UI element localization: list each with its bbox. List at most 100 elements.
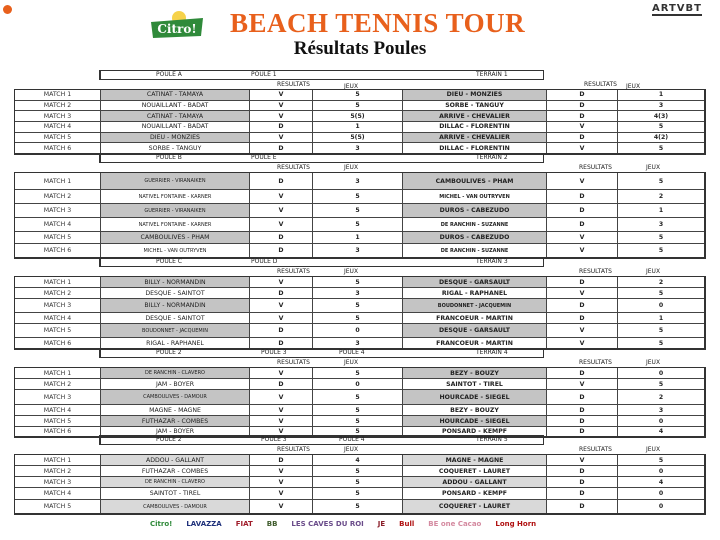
table-row: MATCH 2 NOUAILLANT - BADAT V 5 SORBE - TANGU…	[15, 100, 704, 112]
result-right: D	[547, 299, 618, 312]
pool-label: POULE C	[156, 258, 182, 265]
result-right: V	[547, 232, 618, 243]
games-left: 5	[313, 416, 403, 426]
team-right: DESQUE - GARSAULT	[403, 277, 547, 287]
pool-label: TERRAIN 3	[476, 258, 508, 265]
result-left: D	[250, 122, 313, 132]
result-right: D	[547, 100, 618, 111]
team-right: MICHEL - VAN OUTRYVEN	[403, 190, 547, 203]
result-right: D	[547, 204, 618, 217]
match-label: MATCH 3	[15, 111, 101, 122]
games-right: 0	[658, 490, 664, 497]
result-right: D	[547, 427, 618, 436]
result-right: D	[547, 500, 618, 513]
games-left: 5	[313, 90, 403, 100]
column-headers: RESULTATS JEUX RESULTATS JEUX	[14, 267, 705, 276]
result-right: V	[547, 288, 618, 298]
sponsor-bar: Citro! LAVAZZA FIAT BB LES CAVES DU ROI JE Bul…	[150, 511, 536, 537]
games-left: 5	[313, 368, 403, 378]
table-row: MATCH 5 DIEU - MONZIES V 5(5) ARRIVE - CHEVA…	[15, 132, 704, 144]
table-row: MATCH 6 JAM - BOYER V 5 PONSARD - KEMPF D 4	[15, 427, 704, 436]
result-right: D	[547, 90, 618, 100]
team-right: SAINTOT - TIREL	[403, 379, 547, 389]
team-left: RIGAL - RAPHANEL	[101, 338, 250, 348]
team-left: JAM - BOYER	[101, 427, 250, 436]
games-left: 3	[313, 143, 403, 154]
sponsor-logo: BE one Cacao	[428, 520, 482, 528]
result-right: D	[547, 132, 618, 143]
column-header: JEUX	[646, 164, 661, 171]
team-left: CAMBOULIVES - DAMOUR	[101, 390, 250, 404]
table-row: MATCH 3 BILLY - NORMANDIN V 5 BOUDONNET - JA…	[15, 299, 704, 313]
games-left: 5	[313, 488, 403, 499]
team-left: MAGNE - MAGNE	[101, 405, 250, 415]
column-header: RESULTATS	[579, 359, 612, 366]
match-label: MATCH 2	[15, 100, 101, 111]
games-left: 5	[313, 204, 403, 217]
games-left: 5	[313, 299, 403, 312]
result-right: D	[547, 466, 618, 476]
pool-label: POULE D	[251, 258, 278, 265]
result-left: D	[250, 338, 313, 348]
table-row: MATCH 2 NATIVEL FONTAINE - KARNER V 5 MICHEL…	[15, 190, 704, 204]
pool-label: POULE 4	[339, 436, 365, 443]
games-left: 3	[313, 338, 403, 348]
artvbt-logo: ARTVBT	[652, 3, 702, 16]
table-row: MATCH 4 MAGNE - MAGNE V 5 BEZY - BOUZY D 3	[15, 405, 704, 416]
games-left: 5	[313, 190, 403, 203]
table-row: MATCH 2 DESQUE - SAINTOT D 3 RIGAL - RAPHANE…	[15, 288, 704, 299]
team-left: DESQUE - SAINTOT	[101, 288, 250, 298]
team-left: BOUDONNET - JACQUEMIN	[101, 324, 250, 337]
team-right: PONSARD - KEMPF	[403, 427, 547, 436]
pool-label: POULE 3	[261, 436, 287, 443]
team-right: SORBE - TANGUY	[403, 100, 547, 111]
games-left: 0	[313, 324, 403, 337]
match-label: MATCH 5	[15, 132, 101, 143]
sponsor-logo: BB	[266, 520, 278, 528]
match-label: MATCH 2	[15, 288, 101, 298]
pool-label: POULE B	[156, 154, 182, 161]
result-left: V	[250, 313, 313, 323]
team-left: NOUAILLANT - BADAT	[101, 100, 250, 111]
match-label: MATCH 4	[15, 218, 101, 231]
result-right: D	[547, 190, 618, 203]
pool-label: POULE E	[251, 154, 277, 161]
result-right: D	[547, 390, 618, 404]
column-headers: RESULTATS JEUX RESULTATS JEUX	[14, 80, 705, 90]
result-right: V	[547, 143, 618, 154]
team-left: NOUAILLANT - BADAT	[101, 122, 250, 132]
results-table: MATCH 1 ADDOU - GALLANT D 4 MAGNE - MAGNE V 5 M…	[14, 454, 706, 515]
games-right: 2	[658, 278, 664, 286]
games-right: 5	[658, 456, 664, 464]
column-header: JEUX	[626, 83, 641, 90]
games-right: 0	[658, 417, 664, 425]
result-left: V	[250, 100, 313, 111]
result-left: V	[250, 90, 313, 100]
sponsor-logo: Long Horn	[495, 520, 537, 528]
games-right: 3	[658, 221, 664, 228]
games-right: 5	[658, 339, 664, 347]
result-left: V	[250, 368, 313, 378]
table-row: MATCH 1 GUERRIER - VIRANAIKEN D 3 CAMBOULIVE…	[15, 173, 704, 190]
team-right: BEZY - BOUZY	[403, 368, 547, 378]
citro-logo: Citro!	[151, 11, 203, 38]
result-right: D	[547, 416, 618, 426]
column-header: RESULTATS	[277, 81, 310, 88]
pool-header: POULE B POULE E TERRAIN 2	[99, 153, 544, 163]
column-headers: RESULTATS JEUX RESULTATS JEUX	[14, 445, 705, 454]
column-header: RESULTATS	[277, 446, 310, 453]
result-right: D	[547, 368, 618, 378]
table-row: MATCH 4 DESQUE - SAINTOT V 5 FRANCOEUR - MAR…	[15, 313, 704, 324]
team-right: ARRIVE - CHEVALIER	[403, 111, 547, 122]
team-right: DE RANCHIN - SUZANNE	[403, 244, 547, 257]
team-left: CATINAT - TAMAYA	[101, 111, 250, 122]
pool-label: POULE 4	[339, 349, 365, 356]
match-label: MATCH 4	[15, 122, 101, 132]
games-right: 5	[658, 123, 664, 131]
result-left: V	[250, 190, 313, 203]
games-right: 5	[658, 177, 664, 185]
games-left: 5	[313, 466, 403, 476]
column-header: JEUX	[344, 164, 359, 171]
match-label: MATCH 1	[15, 173, 101, 189]
games-left: 3	[313, 288, 403, 298]
